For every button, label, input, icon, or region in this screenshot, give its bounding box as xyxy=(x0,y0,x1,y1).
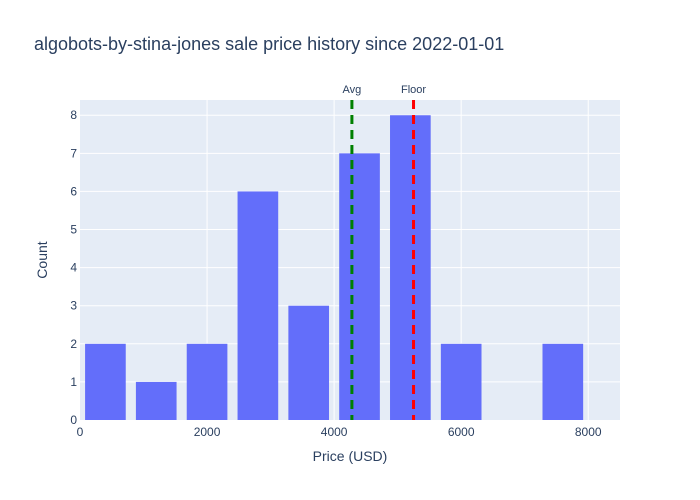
x-tick-label: 6000 xyxy=(448,425,475,439)
y-tick-label: 3 xyxy=(70,299,77,313)
y-tick-label: 4 xyxy=(70,261,77,275)
y-tick-label: 0 xyxy=(70,413,77,427)
histogram-bar xyxy=(186,343,228,420)
histogram-bar xyxy=(85,343,126,420)
y-tick-label: 1 xyxy=(70,375,77,389)
reference-label-floor: Floor xyxy=(401,84,426,96)
y-tick-label: 8 xyxy=(70,108,77,122)
histogram-bar xyxy=(288,305,330,420)
x-tick-label: 8000 xyxy=(575,425,602,439)
histogram-bar xyxy=(440,343,482,420)
x-axis-label: Price (USD) xyxy=(313,448,388,464)
bars xyxy=(85,115,584,421)
histogram-bar xyxy=(390,115,431,420)
histogram-bar xyxy=(339,153,380,421)
histogram-bar xyxy=(542,343,584,420)
histogram-bar xyxy=(135,381,177,420)
y-tick-label: 7 xyxy=(70,146,77,160)
y-tick-label: 2 xyxy=(70,337,77,351)
y-tick-label: 6 xyxy=(70,184,77,198)
reference-label-avg: Avg xyxy=(343,84,362,96)
x-axis-ticks: 0 2000 4000 6000 8000 xyxy=(77,425,602,439)
y-axis-ticks: 0 1 2 3 4 5 6 7 8 xyxy=(70,108,77,427)
y-tick-label: 5 xyxy=(70,223,77,237)
reference-lines: Avg Floor xyxy=(343,84,426,420)
chart-title: algobots-by-stina-jones sale price histo… xyxy=(34,34,504,54)
x-tick-label: 0 xyxy=(77,425,84,439)
y-axis-label: Count xyxy=(34,241,50,278)
histogram-bar xyxy=(237,191,279,420)
x-tick-label: 2000 xyxy=(194,425,221,439)
x-tick-label: 4000 xyxy=(321,425,348,439)
